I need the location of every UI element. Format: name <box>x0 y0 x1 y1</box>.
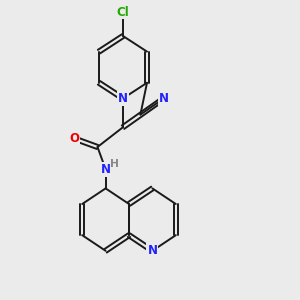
Text: O: O <box>69 132 80 145</box>
Text: Cl: Cl <box>117 5 129 19</box>
Text: N: N <box>159 92 169 105</box>
Text: N: N <box>100 163 111 176</box>
Text: N: N <box>147 244 158 257</box>
Text: N: N <box>118 92 128 105</box>
Text: H: H <box>110 159 118 169</box>
